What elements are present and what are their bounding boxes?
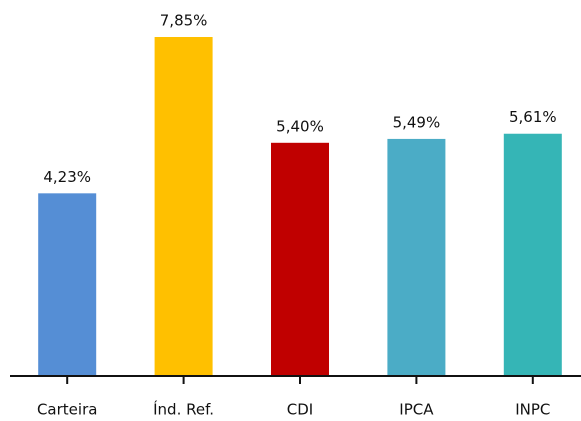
value-label: 5,40% [276, 117, 324, 135]
x-tick-label: Carteira [37, 401, 97, 419]
value-label: 7,85% [160, 12, 208, 30]
x-tick-label: IPCA [399, 401, 434, 419]
value-label: 5,61% [509, 108, 557, 126]
x-tick-label: CDI [287, 401, 313, 419]
x-tick-label: Índ. Ref. [153, 400, 214, 419]
bar [503, 133, 562, 376]
bar [387, 138, 446, 376]
value-label: 4,23% [43, 168, 91, 186]
x-tick-label: INPC [515, 401, 550, 419]
bar [38, 193, 97, 376]
value-label: 5,49% [393, 113, 441, 131]
bar [154, 37, 213, 376]
bar [271, 142, 329, 376]
